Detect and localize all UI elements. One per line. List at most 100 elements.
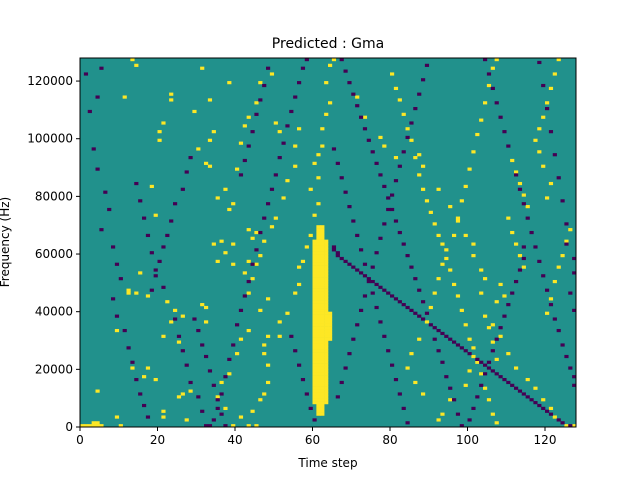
heatmap-cell-low <box>351 265 356 269</box>
heatmap-cell-low <box>545 107 550 111</box>
heatmap-cell-high <box>552 279 557 284</box>
heatmap-cell-low <box>529 398 534 402</box>
heatmap-cell-low <box>262 216 267 220</box>
heatmap-cell-high <box>196 147 201 151</box>
heatmap-cell-low <box>490 369 495 373</box>
heatmap-cell-high <box>207 164 213 168</box>
heatmap-cell-high <box>324 248 329 252</box>
heatmap-cell-high <box>246 328 251 333</box>
heatmap-cell-high <box>324 331 329 336</box>
heatmap-cell-high <box>440 262 445 266</box>
heatmap-cell-high <box>320 297 325 301</box>
heatmap-cell-low <box>424 311 430 315</box>
heatmap-cell-low <box>498 375 503 379</box>
heatmap-cell-high <box>324 360 329 364</box>
heatmap-cell-low <box>343 259 348 263</box>
heatmap-cell-high <box>486 83 492 88</box>
heatmap-cell-low <box>347 262 352 266</box>
heatmap-cell-high <box>328 323 333 327</box>
heatmap-cell-low <box>517 187 523 191</box>
heatmap-cell-low <box>486 72 492 76</box>
heatmap-cell-low <box>366 279 371 284</box>
heatmap-cell-low <box>359 248 364 252</box>
heatmap-cell-high <box>320 127 325 131</box>
heatmap-cell-high <box>169 92 174 96</box>
heatmap-cell-high <box>312 308 317 312</box>
heatmap-cell-low <box>494 337 499 341</box>
heatmap-cell-low <box>134 181 139 186</box>
heatmap-cell-high <box>246 115 251 119</box>
heatmap-cell-high <box>436 233 441 238</box>
heatmap-cell-high <box>324 291 329 295</box>
heatmap-cell-high <box>436 418 441 422</box>
heatmap-cell-high <box>250 277 255 281</box>
heatmap-cell-high <box>324 369 329 373</box>
heatmap-cell-high <box>455 219 461 223</box>
heatmap-cell-high <box>444 256 449 261</box>
heatmap-cell-high <box>161 409 166 413</box>
heatmap-cell-high <box>250 236 255 240</box>
heatmap-cell-high <box>312 331 317 336</box>
heatmap-cell-high <box>463 323 468 327</box>
heatmap-cell-high <box>324 337 329 341</box>
heatmap-cell-low <box>572 256 577 261</box>
heatmap-cell-high <box>320 403 325 408</box>
heatmap-cell-low <box>169 219 174 223</box>
heatmap-cell-low <box>118 277 123 281</box>
heatmap-cell-high <box>312 317 317 321</box>
heatmap-cell-high <box>316 331 321 336</box>
heatmap-cell-low <box>390 294 395 298</box>
heatmap-cell-high <box>324 372 329 376</box>
heatmap-cell-high <box>316 340 321 344</box>
heatmap-cell-low <box>215 406 220 410</box>
heatmap-cell-low <box>250 130 255 134</box>
heatmap-cell-low <box>200 409 205 413</box>
heatmap-cell-low <box>552 317 557 321</box>
heatmap-cell-low <box>184 363 189 367</box>
heatmap-cell-high <box>316 412 321 416</box>
heatmap-cell-low <box>397 164 402 168</box>
heatmap-cell-high <box>316 291 321 295</box>
heatmap-cell-high <box>324 334 329 338</box>
heatmap-cell-high <box>153 377 158 382</box>
heatmap-cell-high <box>324 317 329 321</box>
heatmap-cell-high <box>293 144 298 148</box>
heatmap-cell-low <box>362 274 368 278</box>
heatmap-cell-high <box>548 86 554 91</box>
heatmap-cell-low <box>390 207 395 212</box>
heatmap-cell-low <box>355 104 360 108</box>
heatmap-cell-high <box>316 320 321 324</box>
heatmap-cell-high <box>153 213 158 217</box>
heatmap-cell-high <box>316 323 321 327</box>
heatmap-cell-high <box>320 251 325 255</box>
heatmap-cell-low <box>386 196 391 200</box>
heatmap-cell-high <box>320 326 325 330</box>
heatmap-cell-low <box>359 271 364 275</box>
heatmap-cell-high <box>564 424 569 428</box>
heatmap-cell-high <box>405 127 410 131</box>
heatmap-cell-high <box>401 112 406 116</box>
heatmap-cell-low <box>223 375 228 379</box>
heatmap-cell-high <box>320 308 325 312</box>
heatmap-cell-high <box>506 352 511 356</box>
heatmap-cell-high <box>312 277 317 281</box>
heatmap-cell-high <box>316 303 321 307</box>
heatmap-cell-high <box>304 245 309 249</box>
heatmap-cell-high <box>91 421 96 425</box>
heatmap-cell-high <box>328 326 333 330</box>
heatmap-cell-high <box>312 161 317 165</box>
heatmap-cell-high <box>312 349 317 353</box>
heatmap-cell-low <box>421 78 426 82</box>
heatmap-cell-high <box>312 314 317 318</box>
heatmap-cell-high <box>432 291 437 295</box>
heatmap-cell-high <box>533 386 538 390</box>
heatmap-cell-high <box>428 305 433 310</box>
heatmap-cell-low <box>91 147 96 151</box>
heatmap-cell-low <box>393 219 399 223</box>
heatmap-cell-low <box>312 418 317 422</box>
heatmap-cell-low <box>370 279 375 284</box>
heatmap-cell-low <box>409 121 414 125</box>
heatmap-cell-high <box>324 366 329 370</box>
heatmap-cell-high <box>320 357 325 361</box>
heatmap-cell-high <box>494 300 499 304</box>
